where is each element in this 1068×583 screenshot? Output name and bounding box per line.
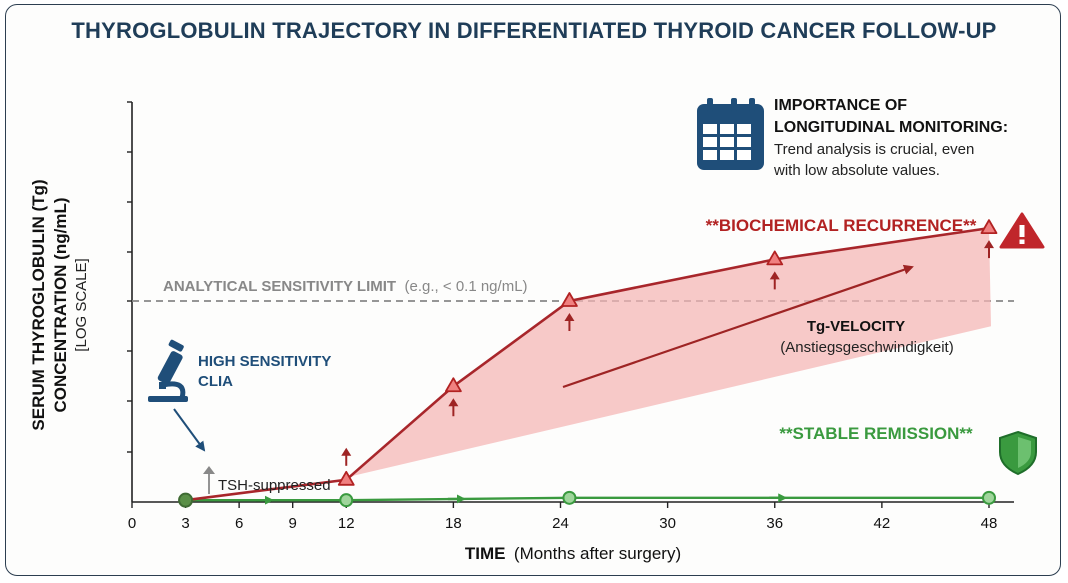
recurrence-points: [337, 219, 998, 486]
recurrence-point: [980, 219, 998, 235]
assay-label-line2: CLIA: [198, 373, 233, 390]
start-point: [178, 492, 194, 508]
importance-title-line1: IMPORTANCE OF: [774, 97, 907, 114]
remission-arrows: [255, 493, 788, 505]
y-axis-title-line2: CONCENTRATION (ng/mL): [51, 198, 70, 413]
x-tick-label: 18: [445, 515, 462, 532]
recurrence-point: [444, 377, 462, 393]
y-axis-title-line1: SERUM THYROGLOBULIN (Tg): [29, 179, 48, 430]
warning-icon: [999, 212, 1045, 249]
rise-arrow-head: [448, 398, 459, 407]
rise-arrows: [341, 240, 994, 466]
series-line-remission: [185, 496, 989, 502]
sensitivity-limit-label-bold: ANALYTICAL SENSITIVITY LIMIT: [163, 278, 396, 295]
rise-arrow-head: [564, 313, 575, 321]
x-axis-title-bold: TIME: [465, 544, 506, 563]
rise-arrow-head: [984, 240, 994, 249]
x-tick-label: 42: [874, 515, 891, 532]
microscope-icon: [148, 339, 188, 402]
tsh-arrow-head: [203, 466, 215, 474]
recurrence-point: [766, 250, 784, 266]
x-tick-label: 36: [766, 515, 783, 532]
calendar-icon: [697, 98, 764, 170]
recurrence-point: [561, 292, 578, 307]
x-tick-label: 24: [552, 515, 569, 532]
x-tick-label: 12: [338, 515, 355, 532]
page-title: THYROGLOBULIN TRAJECTORY IN DIFFERENTIAT…: [71, 18, 997, 43]
sensitivity-limit-label: ANALYTICAL SENSITIVITY LIMIT (e.g., < 0.…: [163, 278, 528, 295]
x-tick-label: 30: [659, 515, 676, 532]
shield-icon: [999, 430, 1037, 476]
x-axis-ticks: 0 3 6 9 12 18 24 30 36 42 48: [128, 502, 998, 532]
tg-velocity-subtitle: (Anstiegsgeschwindigkeit): [780, 339, 953, 356]
x-tick-label: 3: [181, 515, 189, 532]
tg-velocity-band: [346, 228, 991, 480]
rise-arrow-head: [769, 271, 780, 280]
y-axis-title-line3: [LOG SCALE]: [73, 258, 90, 351]
x-axis-title: TIME (Months after surgery): [465, 544, 681, 563]
tg-velocity-arrow: [562, 264, 914, 389]
series-line-recurrence: [185, 226, 990, 502]
remission-point: [339, 493, 354, 508]
recurrence-label: **BIOCHEMICAL RECURRENCE**: [706, 216, 977, 235]
sensitivity-limit-label-rest: (e.g., < 0.1 ng/mL): [405, 278, 528, 295]
x-tick-label: 48: [981, 515, 998, 532]
tg-velocity-title: Tg-VELOCITY: [807, 318, 905, 335]
y-axis-title: SERUM THYROGLOBULIN (Tg) CONCENTRATION (…: [29, 179, 90, 430]
tsh-label: TSH-suppressed: [218, 477, 331, 494]
recurrence-point: [337, 470, 355, 486]
remission-point: [562, 490, 577, 505]
remission-label: **STABLE REMISSION**: [779, 424, 973, 443]
importance-text-line2: with low absolute values.: [773, 162, 940, 179]
remission-points: [178, 490, 996, 508]
rise-arrow-head: [341, 447, 352, 456]
assay-arrow: [173, 408, 206, 452]
importance-text-line1: Trend analysis is crucial, even: [774, 141, 974, 158]
y-axis-ticks: [127, 101, 132, 453]
x-tick-label: 0: [128, 515, 136, 532]
x-tick-label: 6: [235, 515, 243, 532]
remission-point: [982, 490, 996, 505]
x-axis-title-rest: (Months after surgery): [514, 544, 681, 563]
assay-label-line1: HIGH SENSITIVITY: [198, 353, 331, 370]
importance-title-line2: LONGITUDINAL MONITORING:: [774, 119, 1008, 136]
x-tick-label: 9: [289, 515, 297, 532]
